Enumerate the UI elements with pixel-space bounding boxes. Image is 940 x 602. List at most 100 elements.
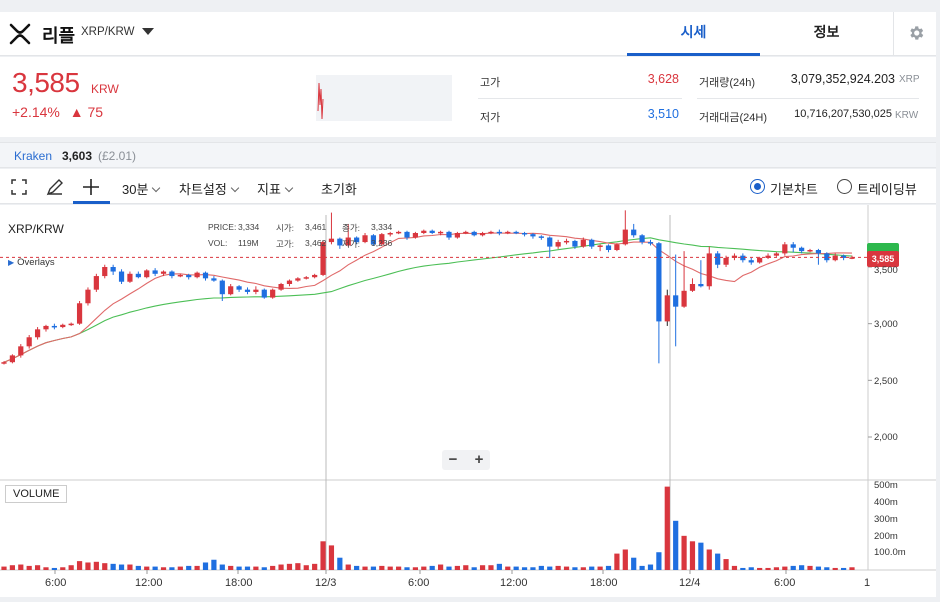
divider — [478, 98, 682, 99]
volume-bar — [421, 566, 427, 570]
candle-body — [312, 274, 318, 278]
volume-bar — [152, 566, 158, 570]
legend-high-label: 고가: — [276, 239, 295, 249]
price-axis-tick: 3,000 — [874, 319, 898, 330]
chart-toolbar: 30분 차트설정 지표 초기화 기본차트 트레이딩뷰 — [0, 169, 936, 204]
volume-bar — [320, 541, 326, 570]
volume-bar — [437, 564, 444, 570]
low-label: 저가 — [480, 112, 501, 124]
candle-body — [236, 286, 242, 290]
price-axis-tick: 3,500 — [874, 265, 898, 276]
volume-bar — [505, 566, 511, 570]
basic-chart-label[interactable]: 기본차트 — [770, 182, 818, 197]
fullscreen-icon[interactable] — [8, 176, 30, 198]
candle-body — [463, 231, 469, 234]
candle-body — [211, 278, 217, 281]
interval-dropdown[interactable]: 30분 — [122, 179, 161, 198]
volume-bar — [740, 567, 746, 570]
candle-body — [782, 244, 788, 254]
volume-bar — [85, 562, 91, 570]
candle-body — [807, 250, 813, 252]
volume-bar — [841, 567, 847, 570]
volume-bar — [412, 567, 419, 570]
candle-body — [689, 284, 696, 291]
tab-quote[interactable]: 시세 — [627, 12, 760, 56]
volume-bar — [93, 561, 99, 570]
candle-body — [454, 233, 460, 238]
indicators-dropdown[interactable]: 지표 — [257, 179, 294, 198]
candle-body — [202, 272, 209, 279]
candle-body — [580, 239, 586, 247]
zoom-in-button[interactable]: + — [474, 451, 484, 468]
volume-bar — [34, 565, 41, 570]
candle-body — [160, 271, 167, 274]
volume-bar — [689, 541, 696, 570]
high-label: 고가 — [480, 77, 501, 89]
candle-body — [328, 238, 335, 243]
volume-bar — [1, 566, 7, 570]
volume-bar — [127, 564, 133, 570]
caret-down-icon[interactable] — [142, 28, 154, 35]
candle-body — [303, 277, 309, 279]
candle-body — [421, 230, 427, 233]
candle-body — [261, 289, 267, 298]
candle-body — [26, 337, 32, 347]
tab-info[interactable]: 정보 — [813, 24, 840, 40]
candle-body — [555, 242, 561, 247]
volume-bar — [396, 566, 402, 570]
chevron-down-icon — [284, 183, 294, 193]
tradingview-radio[interactable] — [837, 179, 852, 194]
overlays-toggle[interactable]: ▶ Overlays — [8, 257, 55, 268]
volume-bar — [496, 563, 502, 570]
candle-body — [790, 244, 796, 248]
amount-unit: KRW — [895, 110, 919, 121]
volume-bar — [261, 567, 267, 570]
volume-bar — [270, 565, 276, 570]
volume-bar — [429, 565, 435, 570]
change-amount: 75 — [87, 104, 104, 120]
candlestick-chart[interactable] — [0, 205, 936, 597]
volume-bar — [597, 566, 603, 570]
crosshair-icon[interactable] — [80, 176, 102, 198]
reset-button[interactable]: 초기화 — [321, 182, 357, 197]
volume-bar — [144, 566, 150, 570]
price-chart[interactable]: XRP/KRW PRICE: 3,334 시가: 3,461 종가: 3,334… — [0, 205, 936, 597]
candle-body — [345, 237, 351, 246]
coin-name: 리플 — [42, 26, 76, 46]
volume-bar — [286, 563, 293, 570]
high-value: 3,628 — [647, 72, 679, 86]
sparkline-chart — [316, 75, 452, 121]
candle-body — [295, 278, 301, 281]
legend-vol-value: 119M — [238, 238, 259, 248]
exchange-name[interactable]: Kraken — [14, 149, 53, 163]
settings-button[interactable] — [893, 12, 936, 56]
pair-selector[interactable]: XRP/KRW — [81, 26, 135, 38]
volume-axis-tick: 200m — [874, 531, 898, 542]
pen-icon[interactable] — [44, 176, 66, 198]
volume-bar — [370, 566, 377, 570]
time-axis-tick: 12:00 — [135, 577, 163, 589]
candle-body — [51, 325, 57, 328]
volume-bar — [723, 559, 729, 570]
volume-bar — [9, 565, 15, 570]
volume-bar — [782, 566, 788, 570]
chart-settings-dropdown[interactable]: 차트설정 — [179, 179, 240, 198]
volume-bar — [328, 545, 335, 570]
volume-pane-label: VOLUME — [5, 485, 68, 503]
volume-bar — [815, 566, 822, 570]
volume-bar — [563, 566, 570, 570]
volume-bar — [102, 563, 108, 570]
last-price-tag: 3,585 — [867, 251, 899, 267]
volume-axis-tick: 400m — [874, 497, 898, 508]
basic-chart-radio[interactable] — [750, 179, 765, 194]
volume-bar — [118, 564, 125, 570]
tradingview-label[interactable]: 트레이딩뷰 — [857, 182, 917, 197]
candle-body — [404, 231, 410, 238]
candle-body — [43, 325, 49, 330]
change-percent: +2.14% — [12, 104, 60, 120]
zoom-out-button[interactable]: − — [448, 451, 458, 468]
volume-bar — [614, 553, 620, 570]
candle-body — [286, 280, 293, 284]
candle-body — [757, 257, 763, 263]
candle-body — [723, 257, 729, 265]
